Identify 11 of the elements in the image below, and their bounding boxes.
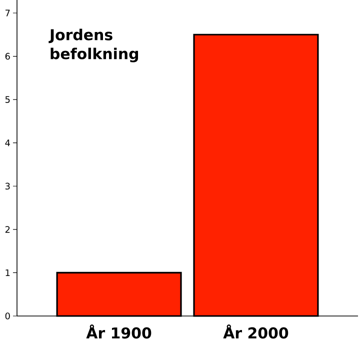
y-tick-label: 7: [6, 10, 10, 16]
y-tick-label: 1: [6, 269, 10, 276]
x-tick-label: År 2000: [223, 324, 288, 339]
y-tick-label: 4: [5, 140, 10, 146]
y-tick-label: 2: [5, 226, 10, 233]
text: Jordens befolkning: [48, 28, 138, 62]
y-tick-label: 5: [5, 96, 10, 103]
y-tick-label: 6: [5, 52, 10, 60]
y-tick-label: 0: [5, 312, 10, 320]
y-tick-label: 3: [5, 182, 10, 190]
x-tick-label: År 1900: [86, 324, 152, 339]
